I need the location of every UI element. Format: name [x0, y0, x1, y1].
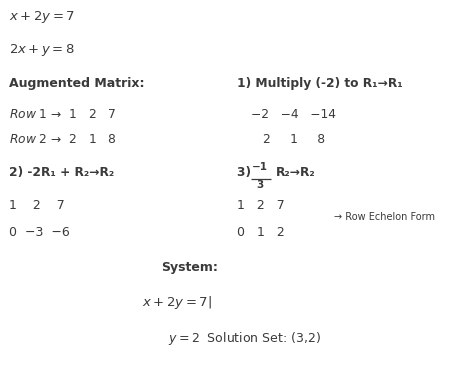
Text: $x + 2y = 7|$: $x + 2y = 7|$ [142, 294, 212, 311]
Text: $Row$ 1 →  1   2   7: $Row$ 1 → 1 2 7 [9, 108, 117, 121]
Text: 2     1     8: 2 1 8 [263, 133, 325, 146]
Text: −2   −4   −14: −2 −4 −14 [251, 108, 336, 121]
Text: Augmented Matrix:: Augmented Matrix: [9, 77, 145, 90]
Text: 0  −3  −6: 0 −3 −6 [9, 226, 70, 239]
Text: 3: 3 [256, 180, 264, 190]
Text: −1: −1 [252, 162, 268, 172]
Text: R₂→R₂: R₂→R₂ [276, 166, 316, 179]
Text: 2) -2R₁ + R₂→R₂: 2) -2R₁ + R₂→R₂ [9, 166, 115, 179]
Text: → Row Echelon Form: → Row Echelon Form [334, 212, 435, 222]
Text: System:: System: [161, 261, 218, 274]
Text: $Row$ 2 →  2   1   8: $Row$ 2 → 2 1 8 [9, 133, 117, 146]
Text: $x + 2y = 7$: $x + 2y = 7$ [9, 9, 76, 25]
Text: 0   1   2: 0 1 2 [237, 226, 285, 239]
Text: 1   2   7: 1 2 7 [237, 199, 285, 212]
Text: 1    2    7: 1 2 7 [9, 199, 65, 212]
Text: 1) Multiply (-2) to R₁→R₁: 1) Multiply (-2) to R₁→R₁ [237, 77, 403, 90]
Text: $y = 2$  Solution Set: (3,2): $y = 2$ Solution Set: (3,2) [168, 330, 321, 347]
Text: 3): 3) [237, 166, 255, 179]
Text: $2x + y = 8$: $2x + y = 8$ [9, 42, 76, 58]
